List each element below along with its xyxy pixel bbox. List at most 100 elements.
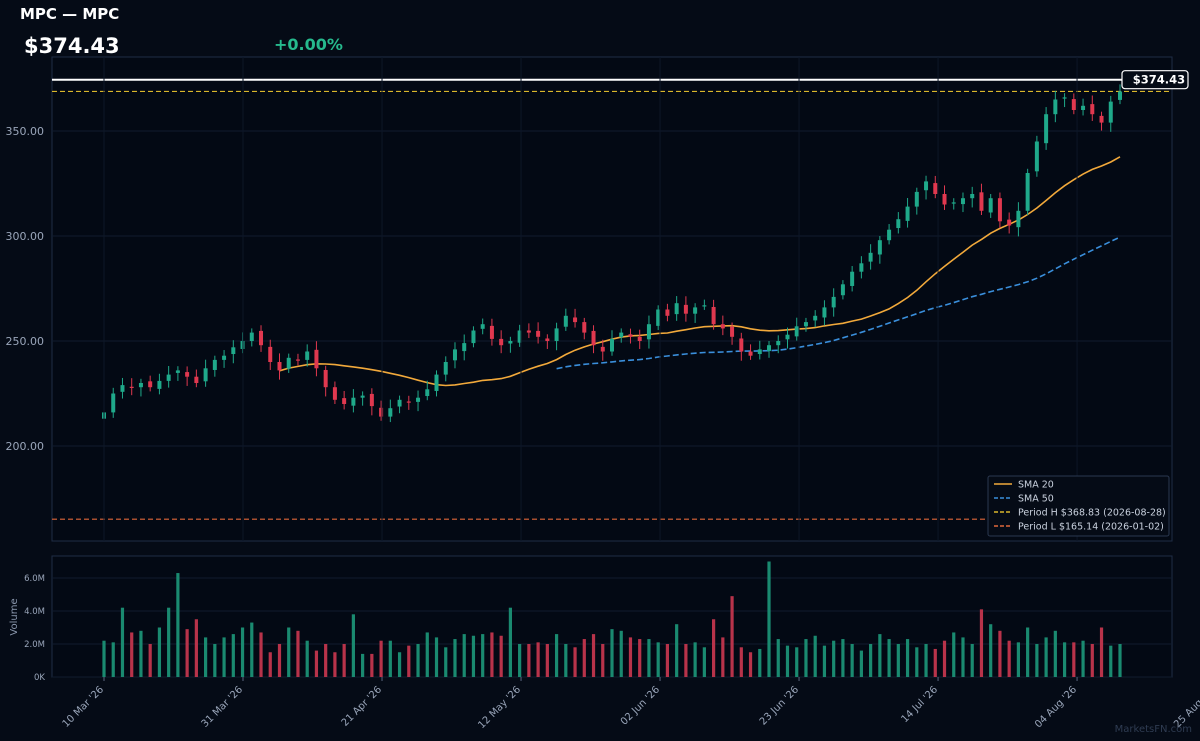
candle xyxy=(563,308,568,331)
volume-bar xyxy=(425,632,429,677)
candle-body xyxy=(619,332,624,338)
volume-bar xyxy=(961,637,965,677)
candle xyxy=(739,332,744,361)
candle xyxy=(286,353,291,373)
volume-bar xyxy=(554,634,559,677)
candle-body xyxy=(1071,99,1076,110)
volume-bar xyxy=(970,644,974,677)
candle-body xyxy=(342,398,347,404)
volume-bar xyxy=(905,639,910,677)
candle-body xyxy=(997,198,1002,222)
volume-bar xyxy=(434,637,439,677)
candle-body xyxy=(1053,99,1058,115)
candle-body xyxy=(175,370,180,373)
volume-bar xyxy=(1118,644,1122,677)
volume-bar xyxy=(231,634,235,677)
volume-bar xyxy=(102,640,106,677)
candle xyxy=(1090,95,1095,121)
candle xyxy=(619,328,624,343)
last-price-tag-label: $374.43 xyxy=(1133,73,1185,87)
x-tick-label: 10 Mar '26 xyxy=(61,684,107,730)
candle-body xyxy=(628,334,633,337)
candle-body xyxy=(905,206,910,221)
x-tick-label: 21 Apr '26 xyxy=(340,684,384,728)
candle xyxy=(249,328,254,347)
candle xyxy=(1062,93,1067,108)
volume-bar xyxy=(693,642,697,677)
volume-bar xyxy=(490,632,494,677)
candle xyxy=(425,380,430,401)
candle-body xyxy=(194,376,199,383)
volume-bar xyxy=(130,632,134,677)
x-tick-label: 02 Jun '26 xyxy=(619,684,662,727)
candle xyxy=(1118,84,1122,105)
candle xyxy=(397,395,402,414)
volume-bar xyxy=(656,642,660,677)
volume-bar xyxy=(287,627,291,677)
candle-body xyxy=(222,355,227,360)
candle xyxy=(730,322,735,345)
volume-bar xyxy=(721,637,725,677)
candle xyxy=(489,318,494,346)
candle xyxy=(1044,107,1049,150)
legend-label: SMA 50 xyxy=(1018,494,1054,505)
candle-body xyxy=(970,194,975,199)
volume-bar xyxy=(748,652,753,677)
candle-body xyxy=(850,271,855,286)
candle-body xyxy=(942,194,947,205)
x-tick-label: 31 Mar '26 xyxy=(200,684,246,730)
candle-body xyxy=(480,324,485,329)
candle xyxy=(896,212,901,234)
volume-bar xyxy=(767,561,771,677)
candle-body xyxy=(259,330,264,346)
candle xyxy=(351,389,356,413)
volume-bar xyxy=(758,648,762,677)
candle-body xyxy=(803,322,808,327)
volume-bar xyxy=(712,619,716,677)
candle-body xyxy=(591,330,596,346)
candle-body xyxy=(508,341,513,344)
candle-body xyxy=(637,336,642,341)
candle-body xyxy=(813,315,818,321)
candle xyxy=(111,387,116,418)
candle xyxy=(222,350,227,368)
candle-body xyxy=(1099,115,1104,123)
candle xyxy=(314,341,319,377)
candle xyxy=(822,300,827,326)
candle-body xyxy=(711,306,716,325)
volume-bar xyxy=(139,630,143,677)
candle xyxy=(720,315,725,336)
candle-body xyxy=(582,322,587,333)
candle-body xyxy=(471,330,476,344)
volume-bar xyxy=(333,652,337,677)
volume-bar xyxy=(702,647,706,677)
candle-body xyxy=(1062,97,1067,99)
volume-bar xyxy=(998,630,1002,677)
volume-bar xyxy=(157,627,162,677)
legend-label: Period H $368.83 (2026-08-28) xyxy=(1018,508,1166,519)
candle xyxy=(905,197,910,228)
candle-body xyxy=(794,326,799,337)
candle xyxy=(1016,202,1021,237)
candle-body xyxy=(406,401,411,403)
candle xyxy=(674,296,679,321)
volume-bar xyxy=(869,644,873,677)
candle xyxy=(342,390,347,410)
volume-bar xyxy=(896,644,900,677)
volume-bar xyxy=(111,642,115,677)
candle xyxy=(545,334,550,349)
candle xyxy=(683,296,688,322)
candle-body xyxy=(840,284,845,296)
candle xyxy=(748,344,753,360)
candle-body xyxy=(739,338,744,352)
candle-body xyxy=(286,357,291,369)
candle xyxy=(988,194,993,218)
candle-body xyxy=(767,345,772,352)
candle-body xyxy=(295,359,300,361)
candle-body xyxy=(249,332,254,341)
candle-body xyxy=(776,341,781,346)
candle xyxy=(175,366,180,381)
candle xyxy=(443,356,448,382)
candle xyxy=(794,317,799,341)
